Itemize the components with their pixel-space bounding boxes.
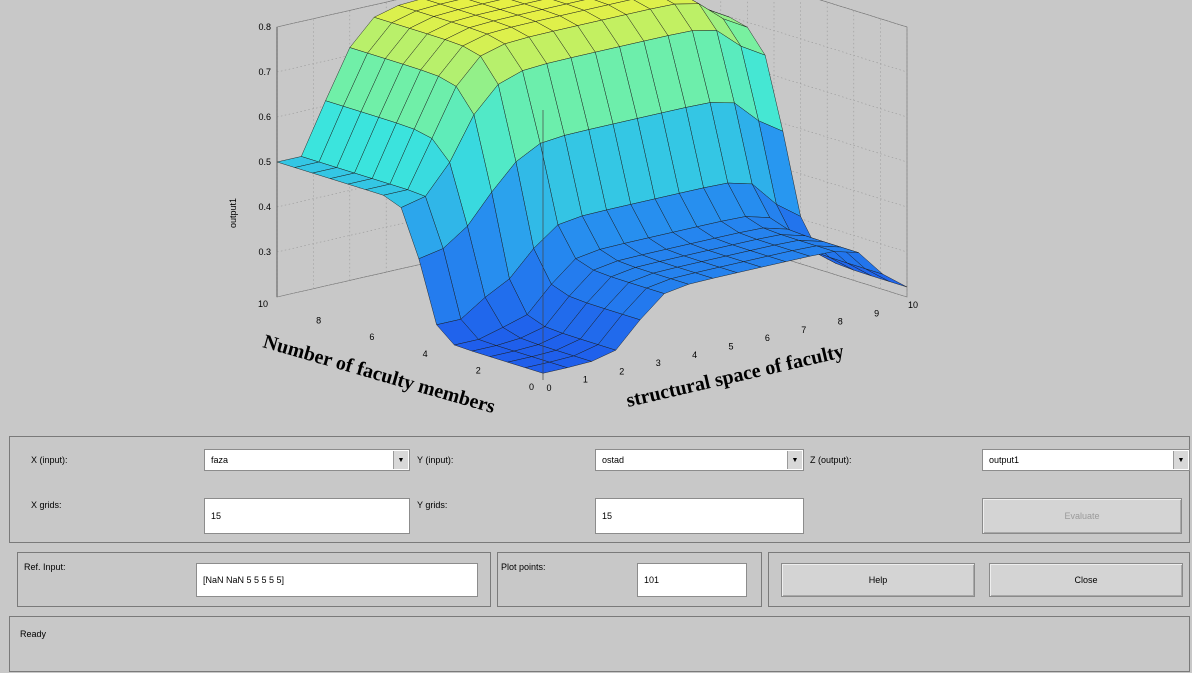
y-grids-input[interactable]: 15: [595, 498, 804, 534]
x-tick-label: 6: [765, 333, 770, 343]
x-input-value: faza: [211, 455, 229, 465]
surface-patch: [864, 268, 908, 288]
y-tick-label: 4: [423, 349, 428, 359]
z-output-value: output1: [989, 455, 1020, 465]
x-tick-label: 2: [619, 366, 624, 376]
evaluate-button[interactable]: Evaluate: [982, 498, 1182, 534]
z-tick-label: 0.7: [258, 67, 271, 77]
ref-input-field[interactable]: [NaN NaN 5 5 5 5 5]: [196, 563, 478, 597]
y-input-value: ostad: [602, 455, 625, 465]
x-tick-label: 3: [656, 358, 661, 368]
surface-mesh: [276, 0, 908, 374]
x-tick-label: 8: [838, 317, 843, 327]
close-button[interactable]: Close: [989, 563, 1183, 597]
plot-points-label: Plot points:: [501, 562, 546, 572]
z-tick-label: 0.4: [258, 202, 271, 212]
x-tick-label: 4: [692, 350, 697, 360]
x-input-select[interactable]: faza ▼: [204, 449, 410, 471]
input-selection-panel: X (input): faza ▼ Y (input): ostad ▼ Z (…: [9, 436, 1190, 543]
y-input-label: Y (input):: [417, 455, 454, 465]
chevron-down-icon[interactable]: ▼: [787, 451, 802, 469]
ref-input-label: Ref. Input:: [24, 562, 66, 572]
status-text: Ready: [20, 629, 47, 639]
plot-points-value: 101: [644, 575, 660, 585]
y-tick-label: 2: [476, 365, 481, 375]
x-grids-input[interactable]: 15: [204, 498, 410, 534]
z-output-label: Z (output):: [810, 455, 852, 465]
y-grids-value: 15: [602, 511, 613, 521]
x-tick-label: 10: [908, 300, 918, 310]
ref-input-value: [NaN NaN 5 5 5 5 5]: [203, 575, 285, 585]
z-tick-label: 0.8: [258, 22, 271, 32]
x-tick-label: 1: [583, 375, 588, 385]
x-grids-label: X grids:: [31, 500, 62, 510]
x-tick-label: 5: [728, 342, 733, 352]
z-tick-label: 0.3: [258, 247, 271, 257]
chevron-down-icon[interactable]: ▼: [1173, 451, 1188, 469]
action-buttons-panel: Help Close: [768, 552, 1190, 607]
z-tick-label: 0.5: [258, 157, 271, 167]
x-tick-label: 0: [546, 383, 551, 393]
z-output-select[interactable]: output1 ▼: [982, 449, 1190, 471]
y-tick-label: 6: [369, 332, 374, 342]
z-axis-title: output1: [228, 198, 238, 228]
chevron-down-icon[interactable]: ▼: [393, 451, 408, 469]
y-tick-label: 0: [529, 382, 534, 392]
x-tick-label: 9: [874, 308, 879, 318]
ref-input-panel: Ref. Input: [NaN NaN 5 5 5 5 5]: [17, 552, 491, 607]
plot-points-panel: Plot points: 101: [497, 552, 762, 607]
x-axis-title: structural space of faculty: [624, 340, 846, 412]
plot-points-input[interactable]: 101: [637, 563, 747, 597]
status-bar: Ready: [9, 616, 1190, 672]
y-grids-label: Y grids:: [417, 500, 448, 510]
y-tick-label: 10: [258, 299, 268, 309]
z-tick-label: 0.6: [258, 112, 271, 122]
x-tick-label: 7: [801, 325, 806, 335]
x-input-label: X (input):: [31, 455, 68, 465]
surface-patch: [524, 361, 569, 374]
x-grids-value: 15: [211, 511, 222, 521]
y-input-select[interactable]: ostad ▼: [595, 449, 804, 471]
help-button[interactable]: Help: [781, 563, 975, 597]
y-tick-label: 8: [316, 316, 321, 326]
